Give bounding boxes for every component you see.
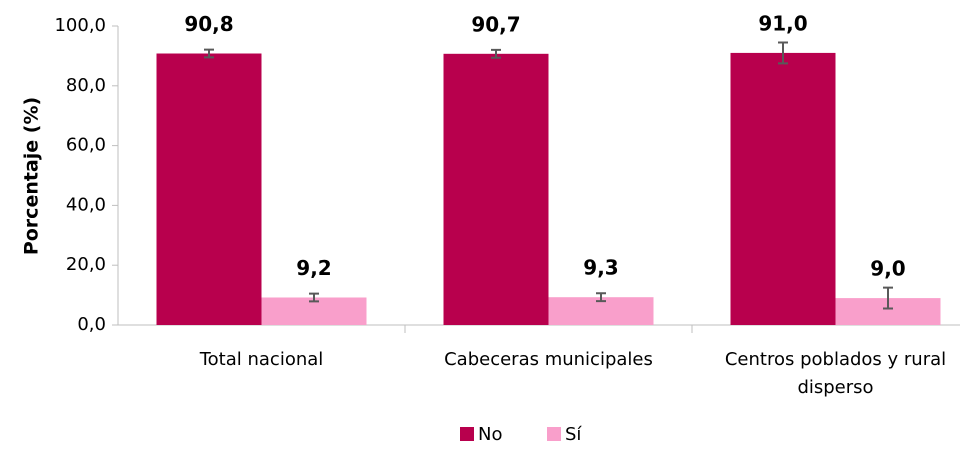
y-tick-label: 100,0 [54, 15, 106, 36]
value-label: 91,0 [758, 11, 807, 35]
y-tick-label: 80,0 [66, 75, 106, 96]
error-bar [778, 41, 788, 65]
value-label: 9,3 [583, 256, 618, 280]
y-tick-label: 40,0 [66, 194, 106, 215]
value-label: 90,8 [184, 12, 233, 36]
error-bar [204, 48, 214, 59]
error-bar [596, 292, 606, 303]
y-tick-label: 20,0 [66, 254, 106, 275]
x-tick-label: Cabeceras municipales [444, 349, 653, 370]
error-bar [309, 292, 319, 303]
bar [156, 53, 262, 326]
value-label: 9,2 [296, 256, 331, 280]
error-bar [883, 286, 893, 310]
x-tick-label: Total nacional [199, 349, 324, 370]
x-tick-label: Centros poblados y rural disperso [725, 349, 946, 398]
value-label: 9,0 [870, 257, 905, 281]
y-tick-label: 0,0 [77, 314, 106, 335]
legend-swatch [547, 427, 561, 441]
value-label: 90,7 [471, 12, 520, 36]
error-bar [491, 48, 501, 59]
legend-label: No [478, 424, 502, 445]
y-tick-label: 60,0 [66, 135, 106, 156]
bar [730, 52, 836, 325]
legend-label: Sí [565, 424, 582, 445]
legend-swatch [460, 427, 474, 441]
bar [443, 53, 549, 325]
y-axis-title: Porcentaje (%) [21, 97, 43, 255]
